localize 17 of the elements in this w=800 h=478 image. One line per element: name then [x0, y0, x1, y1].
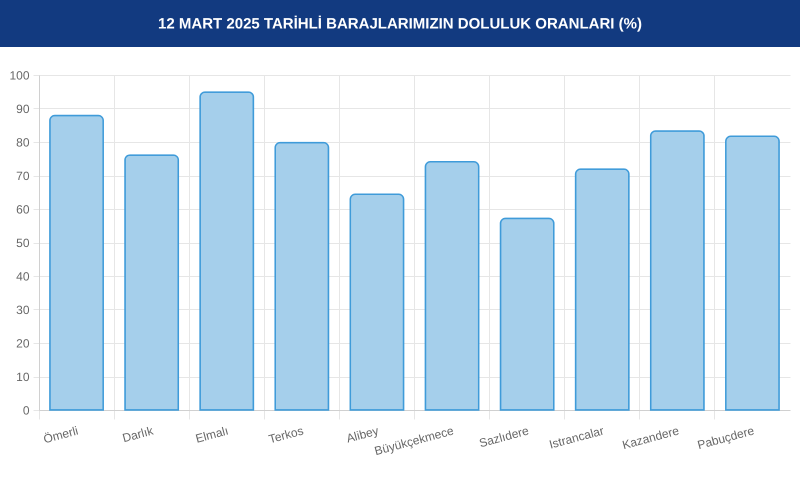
y-tick-label: 10	[16, 370, 30, 384]
y-tick-label: 50	[16, 236, 30, 250]
y-tick-label: 60	[16, 202, 30, 216]
y-tick-label: 70	[16, 169, 30, 183]
x-tick-label: Darlık	[120, 423, 156, 446]
y-tick-label: 30	[16, 303, 30, 317]
x-tick-label: Elmalı	[194, 424, 230, 446]
y-tick-label: 100	[9, 68, 30, 82]
chart-title: 12 MART 2025 TARİHLİ BARAJLARIMIZIN DOLULUK ORANLARI (%)	[158, 16, 642, 32]
y-tick-label: 20	[16, 336, 30, 350]
y-tick-label: 40	[16, 270, 30, 284]
y-tick-label: 0	[22, 404, 30, 418]
x-tick-label: Sazlıdere	[478, 423, 531, 450]
y-tick-label: 80	[16, 136, 30, 150]
y-tick-label: 90	[16, 102, 30, 116]
x-tick-label: Ömerli	[42, 424, 80, 446]
x-tick-label: Terkos	[267, 424, 305, 446]
